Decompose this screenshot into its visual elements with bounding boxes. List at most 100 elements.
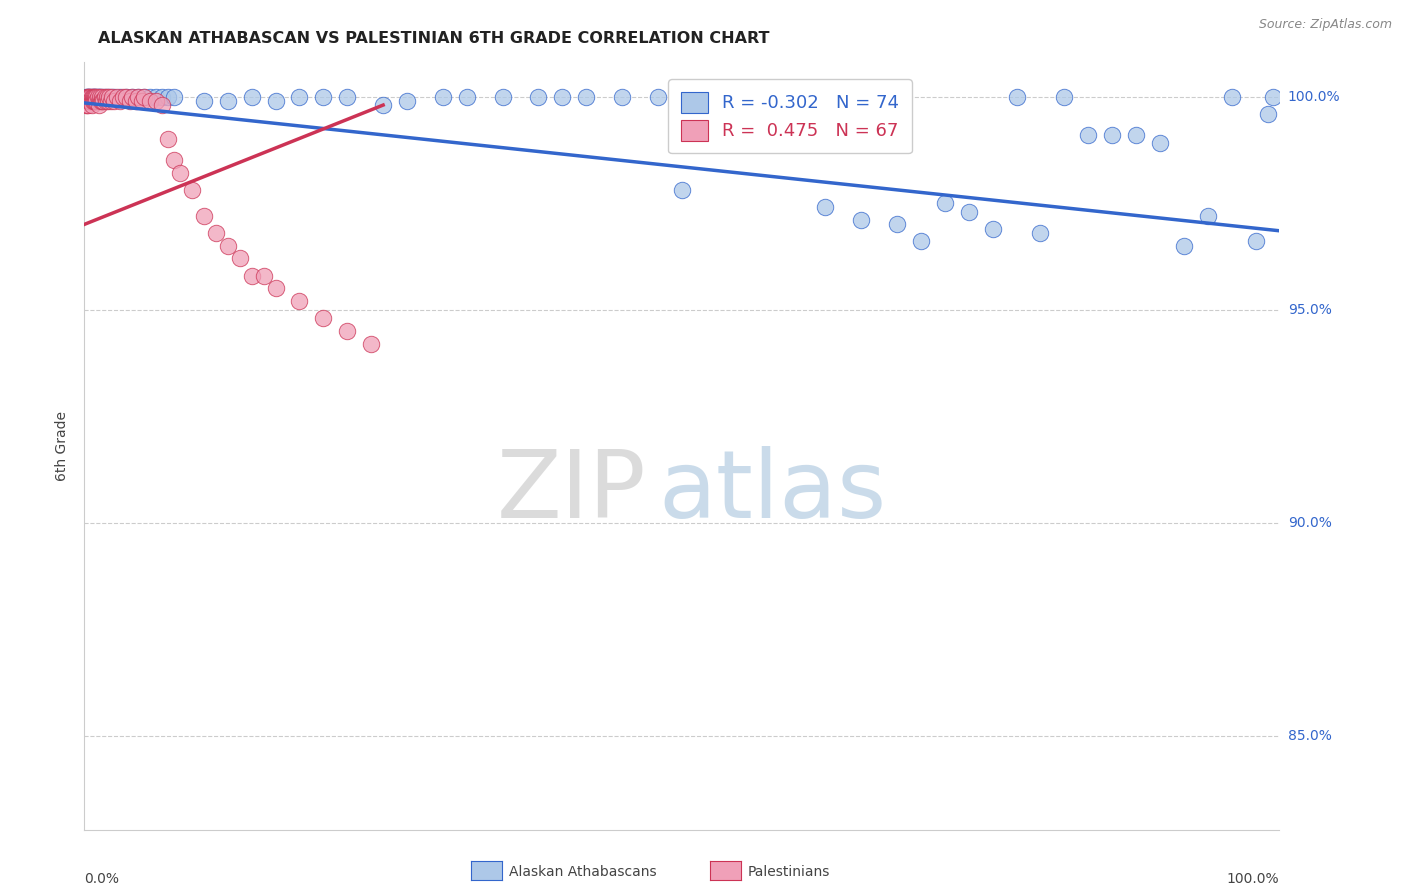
Point xyxy=(93,94,115,108)
Point xyxy=(75,98,97,112)
Point xyxy=(132,89,156,103)
Point xyxy=(83,94,105,108)
Point xyxy=(121,89,143,103)
Point xyxy=(240,268,263,283)
Legend: R = -0.302   N = 74, R =  0.475   N = 67: R = -0.302 N = 74, R = 0.475 N = 67 xyxy=(668,79,912,153)
Point xyxy=(80,89,103,103)
Point xyxy=(312,89,335,103)
Point xyxy=(253,268,276,283)
Point xyxy=(89,89,111,103)
Point xyxy=(98,89,121,103)
Point xyxy=(118,94,141,108)
Point xyxy=(93,89,115,103)
Text: 90.0%: 90.0% xyxy=(1288,516,1331,530)
Point xyxy=(312,311,335,326)
Point xyxy=(492,89,515,103)
Point xyxy=(814,200,837,214)
Point xyxy=(790,89,813,103)
Point xyxy=(101,89,124,103)
Point xyxy=(94,94,117,108)
Point xyxy=(240,89,263,103)
Point xyxy=(77,94,100,108)
Point xyxy=(396,94,419,108)
Point xyxy=(82,89,104,103)
Point xyxy=(205,226,228,240)
Point xyxy=(981,221,1004,235)
Point xyxy=(647,89,669,103)
Point xyxy=(86,89,108,103)
Point xyxy=(139,89,162,103)
Point xyxy=(103,89,125,103)
Point xyxy=(193,209,215,223)
Point xyxy=(1149,136,1171,151)
Point xyxy=(79,94,101,108)
Point xyxy=(115,89,138,103)
Point xyxy=(86,94,108,108)
Text: ZIP: ZIP xyxy=(496,446,647,538)
Point xyxy=(934,196,956,211)
Point xyxy=(1263,89,1285,103)
Point xyxy=(83,89,105,103)
Point xyxy=(75,94,97,108)
Point xyxy=(910,235,932,249)
Point xyxy=(957,204,980,219)
Point xyxy=(766,89,789,103)
Point xyxy=(1220,89,1243,103)
Point xyxy=(127,89,149,103)
Point xyxy=(86,89,108,103)
Text: 100.0%: 100.0% xyxy=(1227,871,1279,886)
Point xyxy=(96,89,118,103)
Point xyxy=(1005,89,1028,103)
Point xyxy=(86,89,108,103)
Point xyxy=(125,94,148,108)
Point xyxy=(139,94,162,108)
Point xyxy=(157,132,180,146)
Point xyxy=(87,89,110,103)
Point xyxy=(77,98,100,112)
Point xyxy=(100,94,122,108)
Point xyxy=(111,89,134,103)
Point xyxy=(838,89,860,103)
Point xyxy=(288,89,311,103)
Point xyxy=(80,94,103,108)
Point xyxy=(87,98,110,112)
Point xyxy=(1173,238,1195,252)
Point xyxy=(851,213,873,227)
Text: atlas: atlas xyxy=(658,446,886,538)
Point xyxy=(288,294,311,309)
Point xyxy=(110,94,132,108)
Point xyxy=(336,89,359,103)
Point xyxy=(1197,209,1219,223)
Point xyxy=(87,94,110,108)
Point xyxy=(551,89,574,103)
Point xyxy=(77,89,100,103)
Point xyxy=(336,324,359,338)
Point xyxy=(163,89,186,103)
Point xyxy=(75,89,97,103)
Y-axis label: 6th Grade: 6th Grade xyxy=(55,411,69,481)
Point xyxy=(79,89,101,103)
Point xyxy=(115,89,138,103)
Point xyxy=(89,89,111,103)
Point xyxy=(77,89,100,103)
Point xyxy=(80,89,103,103)
Point xyxy=(103,94,125,108)
Point xyxy=(456,89,478,103)
Text: 100.0%: 100.0% xyxy=(1288,89,1340,103)
Point xyxy=(612,89,634,103)
Point xyxy=(373,98,395,112)
Point xyxy=(163,153,186,168)
Point xyxy=(193,94,215,108)
Point xyxy=(527,89,550,103)
Text: 0.0%: 0.0% xyxy=(84,871,120,886)
Point xyxy=(1257,106,1279,120)
Point xyxy=(91,89,114,103)
Point xyxy=(82,94,104,108)
Point xyxy=(90,94,112,108)
Point xyxy=(1077,128,1099,142)
Point xyxy=(76,89,98,103)
Point xyxy=(264,281,287,295)
Point xyxy=(121,89,143,103)
Point xyxy=(84,89,107,103)
Point xyxy=(1029,226,1052,240)
